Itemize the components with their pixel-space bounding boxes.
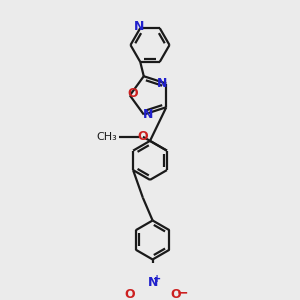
Text: N: N bbox=[134, 20, 144, 33]
Text: O: O bbox=[127, 87, 138, 100]
Text: +: + bbox=[153, 274, 161, 284]
Text: O: O bbox=[171, 288, 181, 300]
Text: N: N bbox=[157, 77, 168, 90]
Text: O: O bbox=[138, 130, 148, 143]
Text: N: N bbox=[142, 108, 153, 121]
Text: N: N bbox=[147, 276, 158, 290]
Text: CH₃: CH₃ bbox=[96, 132, 117, 142]
Text: −: − bbox=[177, 286, 188, 300]
Text: O: O bbox=[124, 288, 134, 300]
